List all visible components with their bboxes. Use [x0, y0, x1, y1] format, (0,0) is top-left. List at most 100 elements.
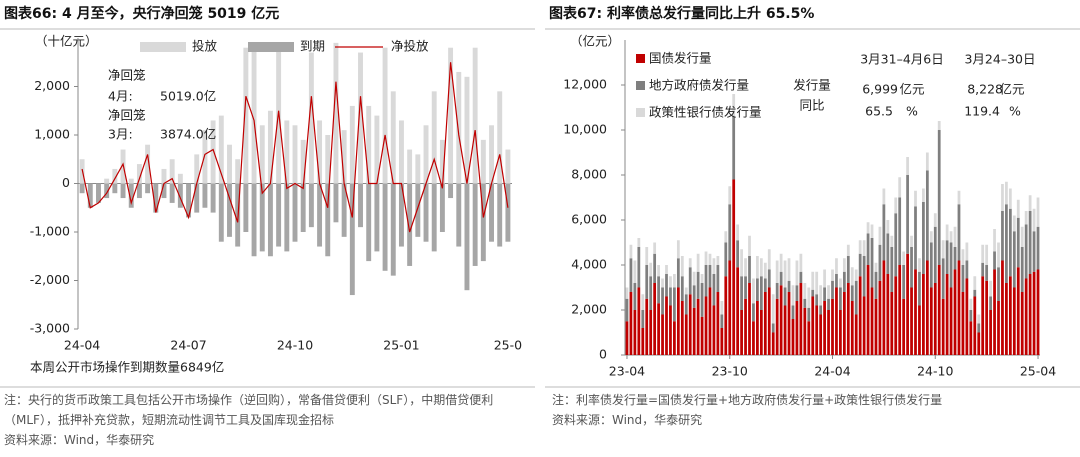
- bar: [308, 52, 314, 184]
- bar-segment: [779, 271, 783, 286]
- note: 注：利率债发行量=国债发行量+地方政府债发行量+政策性银行债发行量: [552, 393, 943, 407]
- bar: [136, 183, 142, 199]
- bar: [317, 183, 323, 247]
- bar-segment: [827, 310, 830, 355]
- bar: [349, 105, 355, 184]
- bar-segment: [862, 296, 866, 355]
- bar-segment: [752, 278, 755, 304]
- bar-segment: [728, 260, 732, 355]
- bar-segment: [1012, 231, 1016, 288]
- bar-segment: [708, 287, 712, 355]
- bar-segment: [649, 262, 653, 277]
- bar: [489, 125, 494, 184]
- bar-segment: [728, 186, 732, 205]
- bar-segment: [929, 287, 933, 355]
- bar-segment: [862, 256, 866, 297]
- legend-label: 到期: [300, 39, 325, 54]
- bar: [472, 47, 478, 184]
- bar: [480, 183, 486, 262]
- bar: [415, 183, 421, 237]
- bar-segment: [653, 253, 657, 283]
- y-tick-label: 10,000: [563, 122, 607, 137]
- bar: [382, 183, 388, 271]
- bar: [333, 183, 339, 223]
- bar: [472, 183, 478, 266]
- bar-segment: [823, 269, 826, 288]
- bar-segment: [633, 260, 637, 283]
- bar-segment: [886, 220, 890, 234]
- bar-segment: [1020, 226, 1024, 247]
- bar-segment: [1016, 199, 1020, 218]
- bar-segment: [748, 283, 751, 355]
- table-header: 3月31–4月6日: [860, 52, 944, 67]
- bar: [431, 183, 437, 252]
- bar-segment: [918, 271, 921, 306]
- bar-segment: [665, 265, 668, 274]
- bar-segment: [684, 294, 688, 315]
- bar-segment: [874, 271, 878, 299]
- bar-segment: [1028, 274, 1032, 355]
- bar: [128, 183, 134, 208]
- legend-label: 投放: [192, 39, 218, 54]
- bar: [218, 115, 224, 184]
- bar: [325, 135, 331, 184]
- bar-segment: [977, 314, 981, 324]
- bar-segment: [1028, 211, 1032, 274]
- bar-segment: [724, 276, 728, 355]
- bar-segment: [1008, 188, 1012, 209]
- bar-segment: [740, 249, 743, 277]
- bar-segment: [1024, 278, 1028, 355]
- bar-segment: [657, 303, 660, 355]
- x-tick-label: 24-04: [64, 338, 100, 353]
- bar-segment: [866, 233, 870, 265]
- bar-segment: [684, 314, 688, 355]
- bar-segment: [949, 231, 953, 243]
- bar-segment: [732, 116, 736, 180]
- bar-segment: [945, 274, 949, 355]
- bar-segment: [641, 294, 645, 310]
- x-tick-label: 24-10: [917, 364, 953, 379]
- bar: [202, 183, 208, 208]
- bar-segment: [795, 285, 799, 301]
- bar-segment: [1020, 247, 1024, 292]
- bar-segment: [1005, 204, 1008, 283]
- x-tick-label: 23-04: [609, 364, 645, 379]
- bar-segment: [708, 253, 712, 265]
- bar-segment: [704, 265, 708, 297]
- y-tick-label: 4,000: [571, 257, 607, 272]
- bar-segment: [925, 170, 929, 261]
- bar-segment: [700, 283, 704, 317]
- bar-segment: [1001, 184, 1004, 211]
- bar-segment: [783, 287, 787, 306]
- bar-segment: [799, 253, 803, 272]
- bar-segment: [949, 287, 953, 355]
- bar: [439, 183, 445, 232]
- bar-segment: [787, 258, 791, 281]
- bar-segment: [1008, 276, 1012, 355]
- bar-segment: [669, 305, 672, 355]
- bar-segment: [736, 224, 740, 241]
- bar-segment: [842, 258, 846, 272]
- bar-segment: [771, 323, 775, 333]
- y-tick-label: 8,000: [571, 167, 607, 182]
- chart-title: 图表67: 利率债总发行量同比上升 65.5%: [549, 5, 814, 22]
- bar-segment: [961, 249, 965, 265]
- bar: [489, 183, 494, 242]
- bar: [194, 154, 200, 184]
- bar-segment: [803, 283, 807, 299]
- legend-swatch: [140, 42, 186, 52]
- bar: [374, 183, 380, 252]
- bar-segment: [846, 244, 850, 256]
- bar-segment: [803, 298, 807, 308]
- bar-segment: [850, 301, 854, 355]
- bar-segment: [692, 307, 696, 355]
- bar: [87, 183, 93, 208]
- bar-segment: [736, 240, 740, 268]
- bar-segment: [676, 287, 680, 355]
- bar: [423, 183, 429, 242]
- bar-segment: [965, 260, 969, 279]
- bar-segment: [815, 305, 819, 355]
- bar-segment: [850, 267, 854, 286]
- bar-segment: [787, 292, 791, 355]
- bar: [153, 183, 159, 213]
